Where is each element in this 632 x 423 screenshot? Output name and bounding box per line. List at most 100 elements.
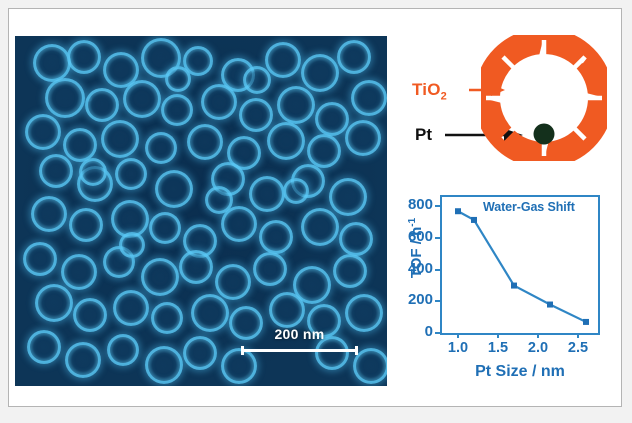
nanoparticle <box>107 334 139 366</box>
chart-data-point <box>471 216 477 223</box>
chart-data-point <box>583 318 589 325</box>
pt-nanoparticle <box>533 123 555 145</box>
x-tick-label: 2.5 <box>567 340 589 356</box>
x-tick-label: 1.0 <box>447 340 469 356</box>
nanoparticle <box>67 40 101 74</box>
scale-bar-cap-right <box>355 346 358 355</box>
nanoparticle <box>201 84 237 120</box>
chart-line <box>457 210 587 323</box>
tio2-shell-icon <box>481 35 607 161</box>
nanoparticle <box>45 78 85 118</box>
chart-title: Water-Gas Shift <box>483 200 575 214</box>
nanoparticle <box>115 158 147 190</box>
scale-bar-line <box>237 346 362 355</box>
tof-vs-size-chart: Water-Gas Shift TOF / h-1 Pt Size / nm 0… <box>387 187 623 392</box>
nanoparticle <box>243 66 271 94</box>
chart-data-point <box>455 208 461 215</box>
x-tick-mark <box>577 333 579 338</box>
nanoparticle <box>69 208 103 242</box>
nanoparticle <box>239 98 273 132</box>
nanoparticle <box>31 196 67 232</box>
nanoparticle <box>33 44 71 82</box>
nanoparticle <box>307 304 341 338</box>
chart-data-point <box>511 282 517 289</box>
nanoparticle <box>85 88 119 122</box>
chart-x-axis-label: Pt Size / nm <box>475 363 565 380</box>
nanoparticle <box>277 86 315 124</box>
nanoparticle <box>301 54 339 92</box>
nanoparticle <box>179 250 213 284</box>
chart-series-layer <box>455 208 589 325</box>
tem-micrograph: 200 nm <box>15 36 387 386</box>
nanoparticle <box>35 284 73 322</box>
y-tick-label: 0 <box>424 323 433 340</box>
nanoparticle <box>25 114 61 150</box>
y-tick-mark <box>435 237 440 240</box>
nanoparticle <box>269 292 305 328</box>
nanoparticle <box>353 348 387 384</box>
y-tick-mark <box>435 268 440 271</box>
nanoparticle <box>145 132 177 164</box>
nanoparticle <box>283 178 309 204</box>
nanoparticle <box>155 170 193 208</box>
nanoparticle <box>259 220 293 254</box>
nanoparticle <box>205 186 233 214</box>
nanoparticle <box>79 158 107 186</box>
nanoparticle <box>145 346 183 384</box>
y-tick-mark <box>435 300 440 303</box>
y-tick-label: 800 <box>407 196 433 214</box>
nanoparticle <box>103 52 139 88</box>
x-tick-mark <box>457 333 459 338</box>
nanoparticle <box>119 232 145 258</box>
nanoparticle <box>315 336 349 370</box>
nanoparticle <box>149 212 181 244</box>
scale-bar-label: 200 nm <box>274 326 325 342</box>
nanoparticle <box>123 80 161 118</box>
nanoparticle <box>165 66 191 92</box>
nanoparticle <box>351 80 387 116</box>
y-tick-label: 600 <box>407 228 433 246</box>
nanoparticle <box>345 120 381 156</box>
x-tick-label: 1.5 <box>487 340 509 356</box>
nanoparticle <box>249 176 285 212</box>
pt-label: Pt <box>415 125 432 144</box>
nanoparticle <box>39 154 73 188</box>
nanoparticle <box>101 120 139 158</box>
nanoparticle <box>221 348 257 384</box>
nanoparticle <box>229 306 263 340</box>
nanoparticle <box>333 254 367 288</box>
y-tick-mark <box>435 205 440 208</box>
nanoparticle <box>215 264 251 300</box>
nanoparticle <box>63 128 97 162</box>
nanoparticle <box>267 122 305 160</box>
x-tick-label: 2.0 <box>527 340 549 356</box>
nanoparticle <box>73 298 107 332</box>
nanoparticle <box>113 290 149 326</box>
scale-bar-rule <box>243 349 356 352</box>
nanoparticle <box>187 124 223 160</box>
chart-plot-frame <box>440 195 600 335</box>
y-tick-mark <box>435 332 440 334</box>
figure-page: 200 nm TiO2 Pt <box>8 8 622 407</box>
nanoparticle <box>329 178 367 216</box>
nanoparticle <box>191 294 229 332</box>
x-tick-mark <box>537 333 539 338</box>
nanoparticle <box>307 134 341 168</box>
nanoparticle <box>161 94 193 126</box>
scale-bar-cap-left <box>241 346 244 355</box>
nanoparticle <box>339 222 373 256</box>
nanoparticle <box>253 252 287 286</box>
nanoparticle <box>183 336 217 370</box>
chart-data-point <box>547 301 553 308</box>
nanoparticle <box>221 206 257 242</box>
tio2-label-text: TiO <box>412 80 441 99</box>
catalyst-schematic: TiO2 Pt <box>397 29 617 187</box>
y-tick-label: 200 <box>407 291 433 309</box>
tio2-label-subscript: 2 <box>440 90 447 103</box>
nanoparticle <box>151 302 183 334</box>
tio2-label: TiO2 <box>412 80 447 102</box>
nanoparticle <box>27 330 61 364</box>
nanoparticle <box>345 294 383 332</box>
y-tick-label: 400 <box>407 259 433 277</box>
nanoparticle <box>301 208 339 246</box>
